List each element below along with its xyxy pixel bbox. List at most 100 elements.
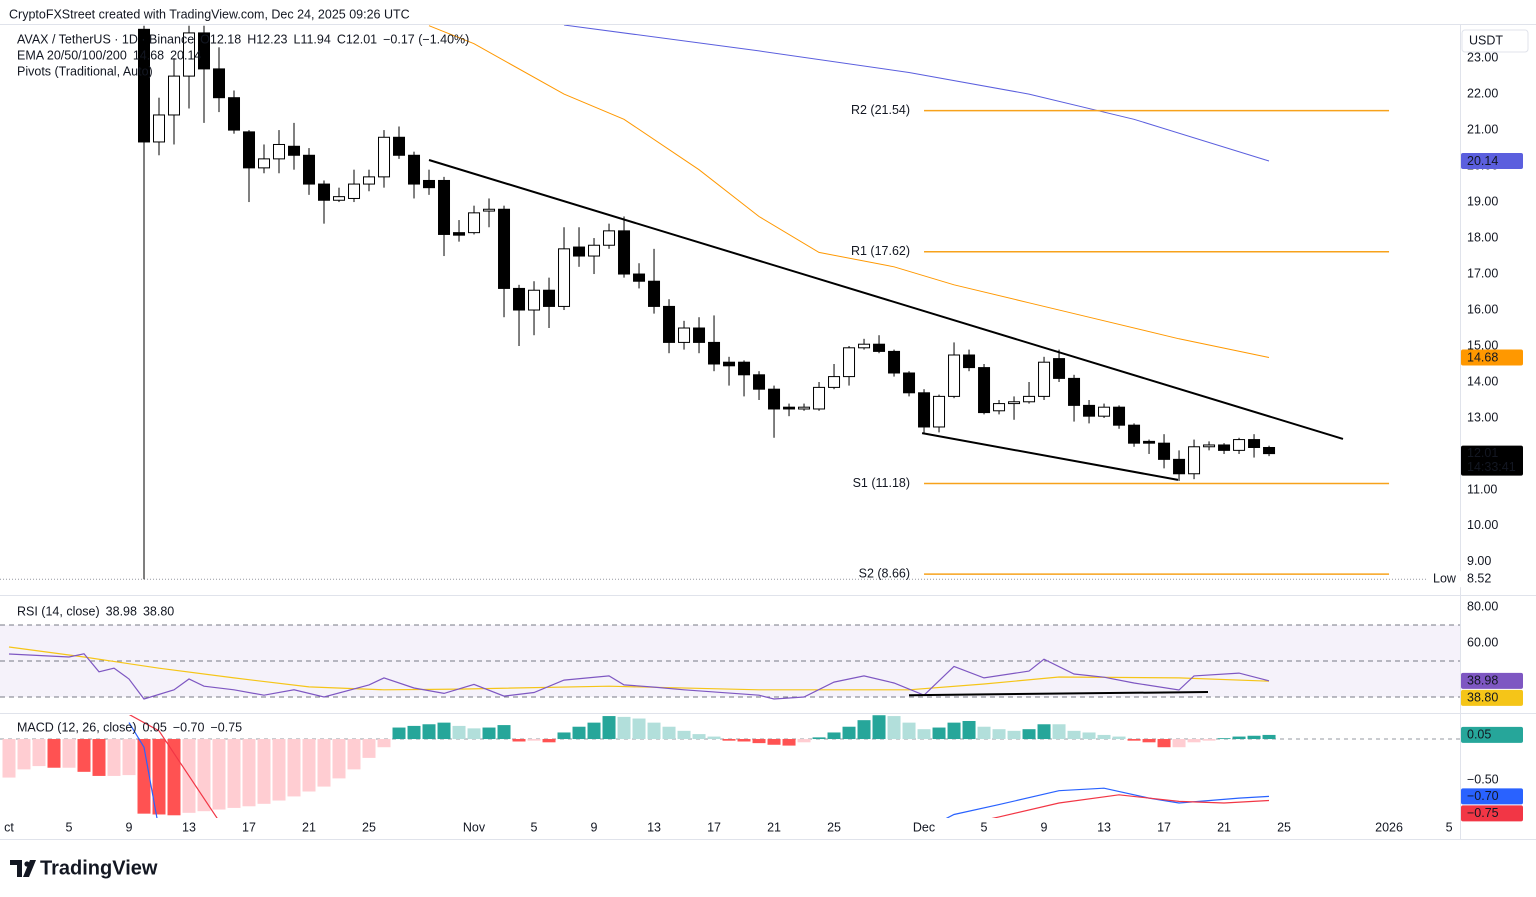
histogram-bar — [947, 722, 961, 740]
price-tag-box — [1461, 445, 1523, 476]
rsi-ma-tag-box — [1461, 689, 1523, 706]
candle-body — [798, 406, 811, 410]
histogram-bar — [842, 726, 856, 740]
candle-body — [753, 374, 766, 390]
candle-body — [603, 230, 616, 246]
rsi-line — [8, 646, 1270, 691]
candle-body — [663, 305, 676, 343]
ema-legend-value: 20.14 — [170, 48, 201, 62]
histogram-bar — [1202, 739, 1216, 741]
x-tick-label: 21 — [1217, 820, 1231, 834]
histogram-bar — [1037, 724, 1051, 740]
ohlc-value: C12.01 — [337, 32, 377, 46]
candle-body — [948, 354, 961, 397]
histogram-bar — [287, 739, 301, 797]
x-tick-label: 9 — [591, 820, 598, 834]
histogram-bar — [212, 739, 226, 810]
histogram-bar — [1127, 739, 1141, 741]
price-pane: R2 (21.54) R1 (17.62) S1 (11.18) S2 (8.66) — [0, 25, 1460, 580]
histogram-bar — [617, 716, 631, 740]
candle-body — [348, 183, 361, 199]
x-tick-label: 9 — [1041, 820, 1048, 834]
histogram-bar — [422, 724, 436, 740]
candle-body — [243, 131, 256, 169]
ema-line — [563, 25, 1270, 162]
rsi-tag-box — [1461, 672, 1523, 689]
candle-body — [573, 246, 586, 257]
candle-body — [498, 208, 511, 289]
histogram-bar — [677, 730, 691, 740]
candle-body — [513, 287, 526, 311]
macd-tag-box — [1461, 788, 1523, 805]
histogram-bar — [1007, 730, 1021, 740]
histogram-bar — [17, 739, 31, 770]
countdown: 14:33:41 — [1467, 460, 1516, 474]
candle-body — [843, 347, 856, 378]
currency-box[interactable] — [1461, 29, 1529, 53]
brand: TradingView — [40, 857, 158, 879]
y-tick-label: 80.00 — [1467, 599, 1498, 613]
candle-body — [288, 145, 301, 156]
candle-body — [198, 32, 211, 70]
rsi-pane — [0, 624, 1460, 700]
y-tick-label: 60.00 — [1467, 635, 1498, 649]
candle-body — [1263, 446, 1276, 455]
histogram-bar — [692, 734, 706, 740]
macd-pane — [0, 715, 1460, 818]
histogram-bar — [827, 732, 841, 740]
candle-body — [543, 289, 556, 307]
histogram-bar — [437, 722, 451, 740]
candle-body — [1008, 401, 1021, 405]
y-tick-label: −0.50 — [1467, 772, 1499, 786]
y-tick-label: 13.00 — [1467, 410, 1498, 424]
histogram-bar — [572, 726, 586, 740]
y-tick-label: 15.00 — [1467, 338, 1498, 352]
y-tick-label: 21.00 — [1467, 122, 1498, 136]
x-tick-label: 17 — [242, 820, 256, 834]
candle-body — [633, 273, 646, 282]
histogram-bar — [2, 739, 16, 778]
candle-body — [468, 212, 481, 234]
histogram-bar — [857, 720, 871, 740]
candle-body — [648, 280, 661, 307]
candle-body — [918, 392, 931, 428]
candle-body — [963, 354, 976, 369]
ohlc-value: −0.17 (−1.40%) — [383, 32, 469, 46]
candle-body — [273, 143, 286, 160]
pivot-label: R2 (21.54) — [851, 103, 910, 117]
y-tick-label: 22.00 — [1467, 86, 1498, 100]
y-tick-label: 11.00 — [1467, 482, 1497, 496]
histogram-bar — [122, 739, 136, 776]
candle-body — [1203, 444, 1216, 448]
candle-body — [1038, 361, 1051, 397]
ema-tag: 14.68 — [1467, 350, 1498, 364]
rsi-ma-tag: 38.80 — [1467, 691, 1498, 705]
histogram-bar — [737, 739, 751, 742]
x-tick-label: 21 — [302, 820, 316, 834]
symbol-title: AVAX / TetherUS · 1D · Binance — [17, 32, 194, 46]
x-tick-label: 9 — [126, 820, 133, 834]
rsi-line — [8, 653, 1270, 700]
y-tick-label: 16.00 — [1467, 302, 1498, 316]
candle-body — [333, 196, 346, 201]
rsi-legend-value: 38.98 — [106, 604, 137, 618]
histogram-bar — [362, 739, 376, 758]
histogram-bar — [812, 737, 826, 740]
candle-body — [528, 289, 541, 311]
low-tag-box — [1428, 571, 1523, 588]
y-tick-label: 10.00 — [1467, 518, 1498, 532]
candle-body — [153, 114, 166, 143]
brand-logo — [10, 860, 36, 877]
candle-body — [1113, 406, 1126, 426]
ohlc-value: L11.94 — [294, 32, 331, 46]
price-tag: 12.01 — [1467, 446, 1498, 460]
candle-body — [723, 361, 736, 367]
x-tick-label: 25 — [1277, 820, 1291, 834]
histogram-bar — [137, 739, 151, 814]
histogram-bar — [887, 716, 901, 740]
candle-body — [708, 341, 721, 365]
candle-body — [1023, 395, 1036, 403]
currency[interactable]: USDT — [1469, 33, 1503, 47]
histogram-bar — [1217, 738, 1231, 740]
